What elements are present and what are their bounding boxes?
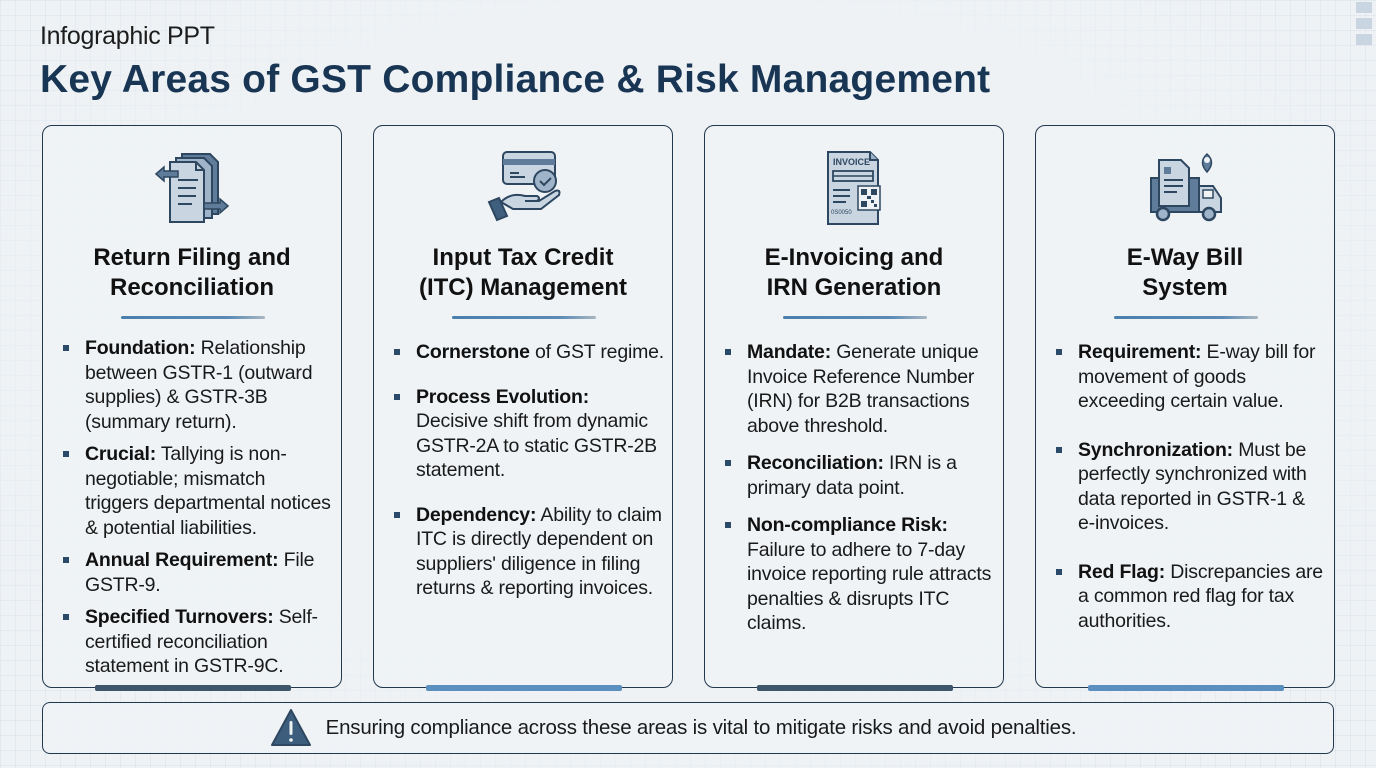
bullet-list: Foundation: Relationship between GSTR-1 … xyxy=(61,336,333,679)
bullet-marker xyxy=(63,614,69,620)
bullet-marker xyxy=(394,511,400,518)
bullet-item: Reconciliation: IRN is a primary data po… xyxy=(723,451,995,500)
bullet-item: Requirement: E-way bill for movement of … xyxy=(1054,340,1326,414)
documents-exchange-icon xyxy=(154,153,230,223)
card-footer-bar xyxy=(757,685,953,691)
card-title: E-Way Bill System xyxy=(1126,244,1244,301)
card-footer-bar xyxy=(1088,685,1284,691)
bullet-marker xyxy=(725,349,731,355)
bullet-marker xyxy=(63,345,69,351)
bullet-item: Process Evolution: Decisive shift from d… xyxy=(392,385,664,483)
bullet-item: Specified Turnovers: Self-certified reco… xyxy=(61,605,333,679)
bullet-item: Dependency: Ability to claim ITC is dire… xyxy=(392,503,664,601)
bullet-item: Mandate: Generate unique Invoice Referen… xyxy=(723,340,995,438)
card-title: Return Filing and Reconciliation xyxy=(93,244,291,301)
card-return-filing: Return Filing and Reconciliation Foundati… xyxy=(42,125,342,691)
bullet-marker xyxy=(1056,349,1062,355)
bullet-item: Synchronization: Must be perfectly synch… xyxy=(1054,438,1326,536)
bullet-item: Crucial: Tallying is non-negotiable; mis… xyxy=(61,442,333,540)
card-e-way-bill: E-Way Bill System Requirement: E-way bill… xyxy=(1035,125,1335,691)
title-underline xyxy=(121,316,265,319)
bullet-list: Requirement: E-way bill for movement of … xyxy=(1054,340,1326,633)
bullet-item: Foundation: Relationship between GSTR-1 … xyxy=(61,336,333,434)
card-footer-bar xyxy=(426,685,622,691)
invoice-qr-icon: INVOICE 0S0050 xyxy=(827,151,881,225)
bullet-marker xyxy=(725,460,731,466)
bullet-marker xyxy=(63,557,69,563)
bullet-marker xyxy=(1056,446,1062,453)
bullet-marker xyxy=(394,349,400,355)
svg-text:0S0050: 0S0050 xyxy=(831,210,852,216)
bullet-item: Annual Requirement: File GSTR-9. xyxy=(61,548,333,597)
bullet-marker xyxy=(1056,568,1062,575)
warning-triangle-icon xyxy=(270,709,311,746)
decorative-squares xyxy=(1356,2,1372,45)
bullet-item: Red Flag: Discrepancies are a common red… xyxy=(1054,560,1326,634)
card-e-invoicing: INVOICE 0S0050 E-Invoicing and IRN Genera… xyxy=(704,125,1004,691)
card-title: E-Invoicing and IRN Generation xyxy=(764,244,944,301)
bullet-item: Cornerstone of GST regime. xyxy=(392,340,664,365)
title-underline xyxy=(452,316,596,319)
bullet-marker xyxy=(725,522,731,528)
slide-title: Key Areas of GST Compliance & Risk Manag… xyxy=(40,58,991,101)
bullet-list: Mandate: Generate unique Invoice Referen… xyxy=(723,340,995,636)
compliance-banner: Ensuring compliance across these areas i… xyxy=(42,702,1334,754)
slide-subtitle: Infographic PPT xyxy=(40,22,215,50)
bullet-marker xyxy=(394,393,400,400)
truck-document-location-icon xyxy=(1150,152,1222,222)
hand-card-check-icon xyxy=(487,151,561,222)
bullet-list: Cornerstone of GST regime. Process Evolu… xyxy=(392,340,664,601)
bullet-item: Non-compliance Risk: Failure to adhere t… xyxy=(723,513,995,636)
card-footer-bar xyxy=(95,685,291,691)
title-underline xyxy=(783,316,927,319)
title-underline xyxy=(1114,316,1258,319)
svg-text:INVOICE: INVOICE xyxy=(833,157,870,167)
banner-text: Ensuring compliance across these areas i… xyxy=(325,716,1077,739)
card-title: Input Tax Credit (ITC) Management xyxy=(418,244,627,301)
bullet-marker xyxy=(63,451,69,457)
card-itc-management: Input Tax Credit (ITC) Management Corners… xyxy=(373,125,673,691)
